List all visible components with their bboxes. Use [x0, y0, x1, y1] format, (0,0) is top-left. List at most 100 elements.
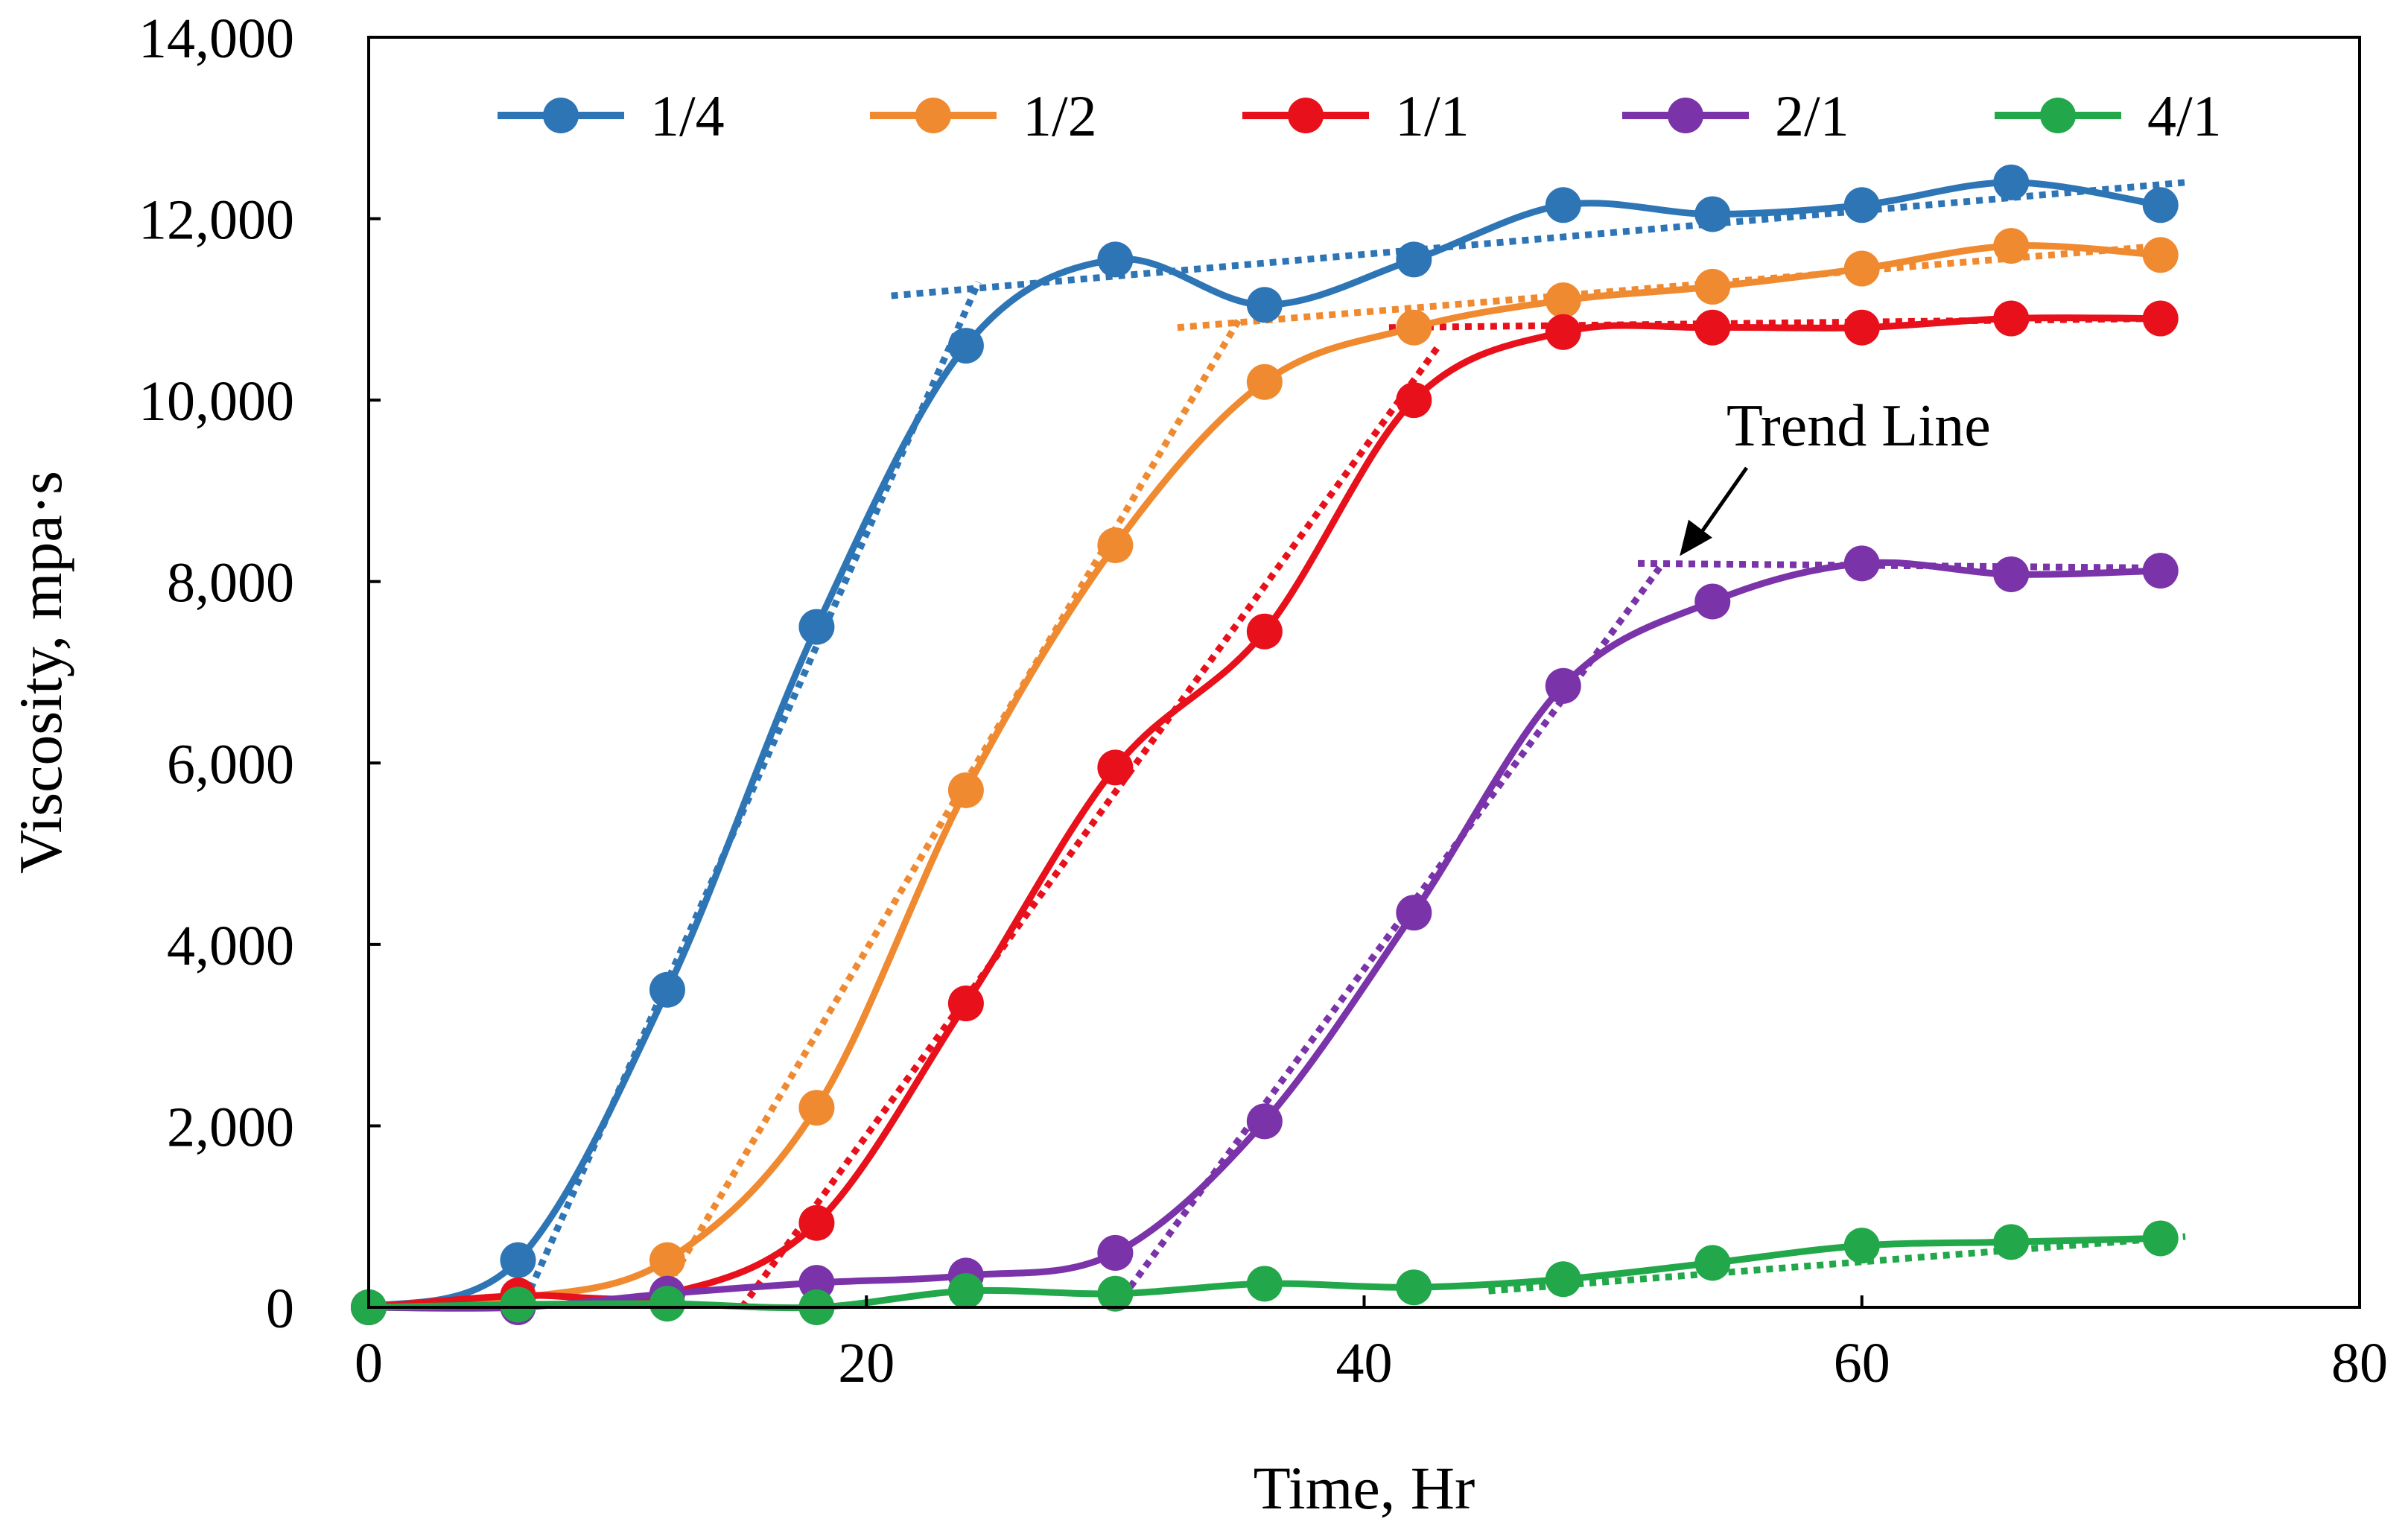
data-point-4-1-36: [1246, 1266, 1283, 1302]
data-point-1-4-6: [500, 1242, 536, 1278]
series-1-2: [351, 228, 2179, 1325]
data-point-1-4-42: [1396, 241, 1432, 278]
legend-label: 1/2: [1023, 83, 1097, 148]
data-point-4-1-42: [1396, 1269, 1432, 1306]
trend-line-2-1-1: [1637, 559, 2161, 571]
data-point-1-1-72: [2142, 300, 2179, 337]
legend: 1/4 1/2 1/1 2/1 4/1: [498, 83, 2222, 148]
data-point-1-2-24: [947, 772, 984, 808]
legend-item-1-2: 1/2: [870, 83, 1097, 148]
y-tick-label: 14,000: [139, 7, 294, 70]
series-line-1-4: [367, 179, 2161, 1311]
x-tick-label: 0: [355, 1332, 383, 1394]
data-point-4-1-30: [1097, 1275, 1134, 1312]
data-point-2-1-66: [1993, 556, 2030, 592]
y-axis-title: Viscosity, mpa·s: [7, 471, 74, 874]
data-point-4-1-54: [1694, 1245, 1731, 1281]
data-point-1-1-66: [1993, 300, 2030, 337]
series-line-1-2: [368, 242, 2161, 1311]
data-point-4-1-48: [1545, 1261, 1581, 1298]
annotations: Trend Line: [1680, 393, 1991, 556]
legend-item-1-1: 1/1: [1242, 83, 1470, 148]
data-point-1-4-30: [1097, 241, 1134, 278]
series-lines: [351, 164, 2179, 1325]
data-point-1-4-48: [1545, 187, 1581, 223]
data-point-1-1-18: [798, 1205, 835, 1241]
trend-line-4-1-0: [1488, 1233, 2186, 1295]
legend-swatch-marker: [1288, 98, 1324, 133]
y-tick-label: 2,000: [167, 1096, 294, 1158]
legend-label: 2/1: [1775, 83, 1849, 148]
axes: 0 20 40 60 80 0 2,000 4,000 6,000 8,000 10,000 12,0…: [7, 7, 2388, 1522]
data-point-1-2-18: [798, 1090, 835, 1126]
x-tick-label: 20: [838, 1332, 895, 1394]
data-point-1-2-54: [1694, 268, 1731, 305]
data-point-2-1-48: [1545, 667, 1581, 704]
x-axis-title: Time, Hr: [1254, 1454, 1475, 1522]
data-point-1-4-18: [798, 609, 835, 645]
data-point-4-1-12: [649, 1286, 685, 1322]
data-point-1-1-60: [1843, 309, 1880, 346]
legend-label: 1/4: [650, 83, 725, 148]
y-tick-label: 4,000: [167, 915, 294, 977]
y-tick-label: 12,000: [139, 189, 294, 252]
trend-line-1-1-1: [1388, 315, 2161, 331]
series-4-1: [351, 1220, 2179, 1325]
annotation-label: Trend Line: [1726, 393, 1991, 459]
data-point-2-1-18: [798, 1265, 835, 1301]
legend-item-2-1: 2/1: [1622, 83, 1849, 148]
data-point-1-4-66: [1993, 164, 2030, 200]
trend-line-1-4-1: [891, 179, 2186, 299]
data-point-1-4-60: [1843, 187, 1880, 223]
y-tick-label: 6,000: [167, 733, 294, 796]
data-point-2-1-72: [2142, 553, 2179, 589]
series-1-4: [351, 164, 2179, 1325]
data-point-1-2-72: [2142, 237, 2179, 273]
data-point-1-2-60: [1843, 250, 1880, 287]
data-point-1-1-54: [1694, 309, 1731, 346]
annotation-trend-line: Trend Line: [1680, 393, 1991, 556]
data-point-2-1-54: [1694, 583, 1731, 620]
data-point-4-1-6: [500, 1286, 536, 1323]
data-point-4-1-24: [947, 1273, 984, 1310]
data-point-1-4-72: [2142, 187, 2179, 223]
x-tick-label: 40: [1336, 1332, 1393, 1394]
trend-line-1-1-0: [739, 343, 1442, 1310]
data-point-1-4-24: [947, 328, 984, 364]
data-point-4-1-60: [1843, 1228, 1880, 1264]
y-tick-label: 8,000: [167, 552, 294, 615]
x-tick-label: 80: [2331, 1332, 2388, 1394]
y-tick-label: 10,000: [139, 370, 294, 433]
data-point-2-1-60: [1843, 545, 1880, 582]
annotation-arrow-shaft: [1699, 466, 1749, 535]
x-tick-label: 60: [1834, 1332, 1890, 1394]
data-point-1-1-48: [1545, 314, 1581, 350]
data-point-4-1-66: [1993, 1224, 2030, 1260]
legend-swatch-marker: [2040, 98, 2076, 133]
y-tick-label: 0: [266, 1278, 294, 1340]
data-point-2-1-30: [1097, 1234, 1134, 1271]
legend-label: 1/1: [1395, 83, 1470, 148]
legend-swatch-marker: [543, 98, 579, 133]
data-point-1-2-48: [1545, 282, 1581, 319]
trend-line-1-2-0: [652, 317, 1243, 1310]
data-point-1-1-24: [947, 986, 984, 1022]
data-point-1-4-36: [1246, 287, 1283, 323]
data-point-1-4-12: [649, 971, 685, 1008]
annotation-arrow-head: [1680, 519, 1712, 556]
data-point-2-1-36: [1246, 1103, 1283, 1140]
data-point-1-2-12: [649, 1242, 685, 1278]
legend-item-1-4: 1/4: [498, 83, 725, 148]
data-point-1-2-66: [1993, 228, 2030, 264]
legend-swatch-marker: [1668, 98, 1703, 133]
data-point-1-1-30: [1097, 749, 1134, 786]
data-point-1-2-30: [1097, 527, 1134, 563]
data-point-1-2-36: [1246, 364, 1283, 400]
data-point-1-1-36: [1246, 613, 1283, 650]
legend-swatch-marker: [915, 98, 951, 133]
legend-label: 4/1: [2147, 83, 2222, 148]
data-point-4-1-72: [2142, 1220, 2179, 1257]
data-point-1-2-42: [1396, 309, 1432, 346]
data-point-2-1-42: [1396, 895, 1432, 931]
